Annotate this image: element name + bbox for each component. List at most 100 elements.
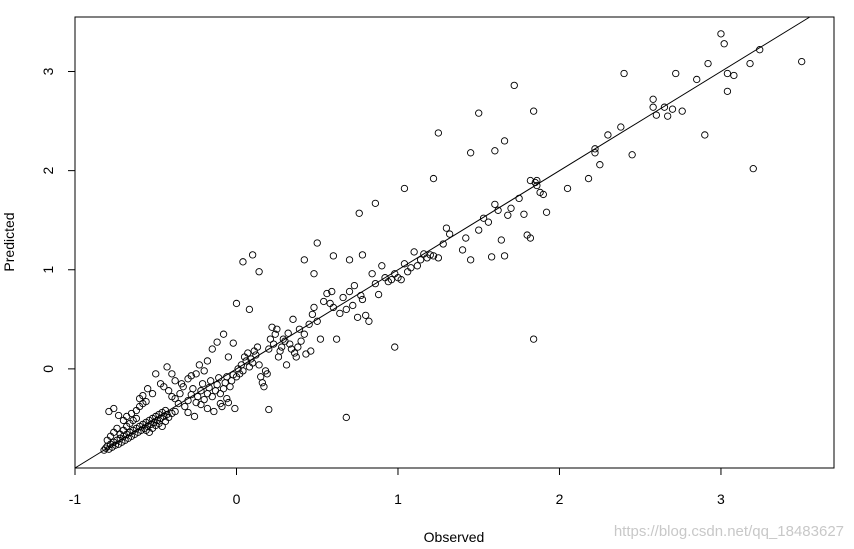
data-point-283 (678, 107, 686, 115)
data-point-290 (730, 71, 738, 80)
data-point-281 (668, 105, 677, 113)
data-point-182 (328, 287, 336, 296)
data-point-129 (223, 394, 231, 403)
data-point-219 (446, 230, 454, 238)
data-point-217 (439, 240, 447, 248)
data-point-53 (119, 416, 128, 425)
data-point-206 (400, 260, 409, 268)
data-point-140 (248, 359, 257, 367)
data-points (100, 30, 806, 454)
data-point-277 (620, 69, 628, 78)
data-point-249 (429, 174, 438, 183)
data-point-104 (223, 373, 231, 381)
data-point-178 (316, 335, 325, 343)
data-point-128 (216, 399, 224, 408)
data-point-259 (248, 251, 257, 259)
data-point-234 (520, 210, 528, 218)
data-point-273 (596, 161, 604, 169)
data-point-179 (320, 297, 328, 306)
data-point-65 (158, 422, 166, 431)
data-point-80 (171, 394, 179, 403)
data-point-274 (604, 131, 612, 139)
data-point-122 (177, 380, 186, 388)
data-point-161 (282, 361, 291, 369)
data-point-100 (216, 390, 224, 398)
data-point-49 (132, 414, 141, 423)
data-point-106 (226, 383, 234, 391)
data-point-85 (184, 396, 192, 405)
data-point-211 (416, 256, 425, 264)
data-point-251 (371, 199, 380, 208)
y-tick-label: 2 (40, 167, 56, 175)
data-point-199 (378, 262, 386, 270)
data-point-135 (240, 353, 249, 361)
data-point-236 (526, 234, 535, 242)
x-tick-label: -1 (69, 491, 82, 507)
plot-frame (74, 16, 835, 469)
data-point-117 (213, 338, 221, 346)
data-point-242 (475, 109, 483, 117)
data-point-241 (542, 208, 551, 216)
data-point-185 (336, 309, 344, 318)
data-point-286 (704, 59, 712, 68)
data-point-269 (533, 176, 541, 185)
data-point-293 (756, 46, 764, 54)
data-point-109 (231, 404, 239, 413)
y-tick-label: 3 (40, 67, 56, 75)
data-point-42 (110, 428, 118, 436)
data-point-193 (358, 295, 367, 304)
data-point-299 (526, 176, 535, 185)
data-point-90 (197, 387, 205, 395)
data-point-77 (163, 363, 171, 371)
data-point-159 (279, 335, 287, 343)
data-point-139 (247, 355, 255, 363)
data-point-76 (160, 383, 168, 391)
data-point-240 (539, 190, 547, 199)
data-point-121 (171, 377, 179, 385)
data-point-197 (371, 279, 380, 288)
data-point-261 (239, 258, 247, 266)
data-point-297 (664, 112, 672, 120)
data-point-265 (391, 343, 399, 351)
data-point-116 (208, 345, 216, 353)
data-point-268 (265, 405, 273, 414)
watermark-text: https://blog.csdn.net/qq_18483627 (614, 523, 844, 540)
data-point-141 (250, 347, 258, 355)
data-point-285 (701, 131, 709, 139)
data-point-155 (273, 325, 281, 333)
data-point-156 (274, 353, 283, 361)
data-point-126 (203, 404, 212, 413)
data-point-189 (349, 301, 357, 310)
data-point-229 (497, 236, 505, 244)
data-point-158 (278, 343, 286, 351)
data-point-246 (529, 107, 538, 115)
data-point-260 (255, 268, 263, 276)
data-point-56 (132, 406, 141, 415)
data-point-169 (295, 325, 304, 333)
data-point-170 (297, 337, 305, 345)
data-point-225 (484, 218, 493, 226)
data-point-72 (144, 385, 152, 393)
data-point-146 (258, 379, 266, 387)
data-point-190 (350, 281, 359, 290)
data-point-194 (362, 311, 370, 319)
data-point-81 (174, 399, 183, 408)
data-point-254 (300, 256, 308, 264)
data-point-114 (200, 367, 208, 375)
data-point-216 (434, 254, 442, 262)
data-point-89 (194, 392, 202, 401)
data-point-180 (323, 289, 331, 298)
data-point-275 (617, 123, 625, 131)
data-point-181 (326, 299, 334, 308)
data-point-183 (329, 303, 338, 312)
data-point-111 (187, 372, 195, 380)
data-point-105 (224, 398, 233, 407)
data-point-123 (184, 408, 192, 417)
data-point-198 (374, 290, 383, 299)
data-point-38 (161, 406, 170, 415)
y-tick-label: 0 (40, 365, 56, 373)
data-point-243 (491, 147, 499, 155)
data-point-112 (192, 370, 200, 378)
data-point-264 (229, 339, 237, 347)
data-point-248 (466, 149, 475, 157)
